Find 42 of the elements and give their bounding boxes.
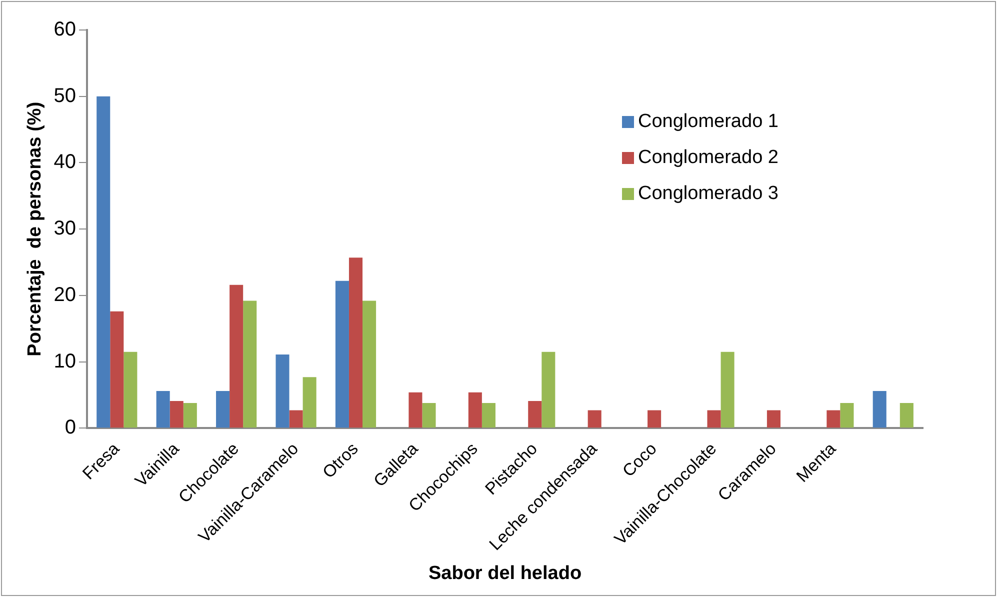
- bar: [170, 400, 184, 428]
- bar: [156, 391, 170, 428]
- y-tick-label: 10: [54, 350, 76, 372]
- bar: [110, 311, 124, 428]
- y-tick-label: 40: [54, 151, 76, 174]
- legend-label: Conglomerado 1: [638, 111, 778, 133]
- bar: [408, 392, 422, 428]
- y-tick-label: 0: [64, 416, 76, 439]
- bar: [216, 391, 230, 428]
- bar: [482, 402, 496, 428]
- y-tick-label: 30: [54, 218, 76, 240]
- bar: [422, 402, 436, 428]
- bar: [289, 410, 303, 428]
- y-axis-title: Porcentaje de personas (%): [24, 102, 46, 356]
- bar: [707, 410, 721, 428]
- bar: [362, 300, 376, 428]
- bar: [720, 352, 734, 428]
- y-tick-label: 20: [54, 284, 76, 306]
- legend-label: Conglomerado 2: [638, 147, 778, 169]
- bar: [648, 410, 662, 428]
- bar: [900, 402, 914, 428]
- bar: [96, 96, 110, 428]
- bar: [124, 352, 138, 428]
- legend-label: Conglomerado 3: [638, 183, 778, 205]
- bar: [348, 258, 363, 428]
- x-axis-title: Sabor del helado: [428, 562, 582, 584]
- bar: [183, 402, 197, 428]
- bar: [588, 410, 602, 428]
- y-tick-label: 60: [54, 18, 76, 41]
- bar: [542, 352, 556, 428]
- y-tick-label: 50: [54, 84, 76, 107]
- bar: [335, 280, 349, 428]
- bar: [840, 402, 854, 428]
- bar: [302, 377, 316, 428]
- bar: [276, 354, 290, 428]
- bar: [528, 400, 542, 428]
- bar: [826, 410, 840, 428]
- bar: [766, 410, 780, 428]
- bar: [243, 300, 257, 428]
- bar: [468, 392, 482, 428]
- bar: [230, 284, 244, 428]
- bar: [872, 391, 886, 428]
